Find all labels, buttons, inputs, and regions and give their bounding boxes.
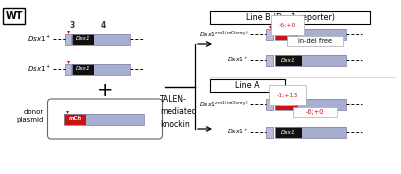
Bar <box>275 54 302 65</box>
Bar <box>94 64 130 74</box>
Text: +: + <box>97 81 113 100</box>
Bar <box>265 29 273 39</box>
Bar <box>3 8 25 24</box>
Bar <box>275 29 346 39</box>
Text: 3: 3 <box>69 21 75 30</box>
Text: Line A: Line A <box>235 81 260 90</box>
Bar <box>275 126 346 137</box>
Bar <box>210 11 370 24</box>
FancyBboxPatch shape <box>293 107 337 117</box>
Bar <box>65 64 71 74</box>
Text: $Dsx1^+$: $Dsx1^+$ <box>27 64 51 74</box>
Bar <box>275 54 346 65</box>
Text: $Dsx1^+$: $Dsx1^+$ <box>227 128 249 136</box>
Text: mCh: mCh <box>279 31 293 37</box>
Text: WT: WT <box>5 11 23 21</box>
Text: Dsx1: Dsx1 <box>281 57 296 62</box>
Bar <box>86 113 144 125</box>
Text: -6;+0: -6;+0 <box>279 22 296 27</box>
Bar <box>265 126 273 137</box>
FancyBboxPatch shape <box>287 36 343 46</box>
Text: $Dsx1^{em1(mCherry)}$: $Dsx1^{em1(mCherry)}$ <box>199 99 249 109</box>
Bar <box>275 98 298 109</box>
Text: Dsx1: Dsx1 <box>76 37 91 42</box>
Bar <box>73 34 130 45</box>
Bar <box>210 79 285 92</box>
Bar <box>302 126 346 137</box>
Text: donor
plasmid: donor plasmid <box>16 109 43 123</box>
Bar <box>94 34 130 45</box>
Bar <box>73 64 94 74</box>
Text: mCh: mCh <box>69 117 81 121</box>
Bar <box>73 34 94 45</box>
Bar <box>64 113 86 125</box>
Bar <box>265 98 273 109</box>
Bar <box>275 98 346 109</box>
Bar <box>275 126 302 137</box>
Bar <box>265 54 273 65</box>
Text: in-del free: in-del free <box>298 38 332 44</box>
Text: Line B (Dsx1 reporter): Line B (Dsx1 reporter) <box>245 13 334 22</box>
Bar <box>302 54 346 65</box>
Bar <box>65 34 71 45</box>
Text: -1;+13: -1;+13 <box>277 93 298 97</box>
Bar <box>64 113 144 125</box>
Text: TALEN-
mediated
knockin: TALEN- mediated knockin <box>160 95 196 129</box>
Text: $Dsx1^+$: $Dsx1^+$ <box>27 34 51 44</box>
FancyBboxPatch shape <box>47 99 162 139</box>
Bar <box>298 29 346 39</box>
Text: mCh: mCh <box>279 101 293 106</box>
Text: -6;+0: -6;+0 <box>306 109 324 115</box>
Text: $Dsx1^+$: $Dsx1^+$ <box>227 56 249 64</box>
Text: $Dsx1^{em1(mCherry)}$: $Dsx1^{em1(mCherry)}$ <box>199 29 249 39</box>
Bar <box>298 98 346 109</box>
Text: 4: 4 <box>100 21 105 30</box>
Text: Dsx1: Dsx1 <box>281 129 296 135</box>
Bar <box>275 29 298 39</box>
Text: Dsx1: Dsx1 <box>76 66 91 72</box>
Bar <box>73 64 130 74</box>
